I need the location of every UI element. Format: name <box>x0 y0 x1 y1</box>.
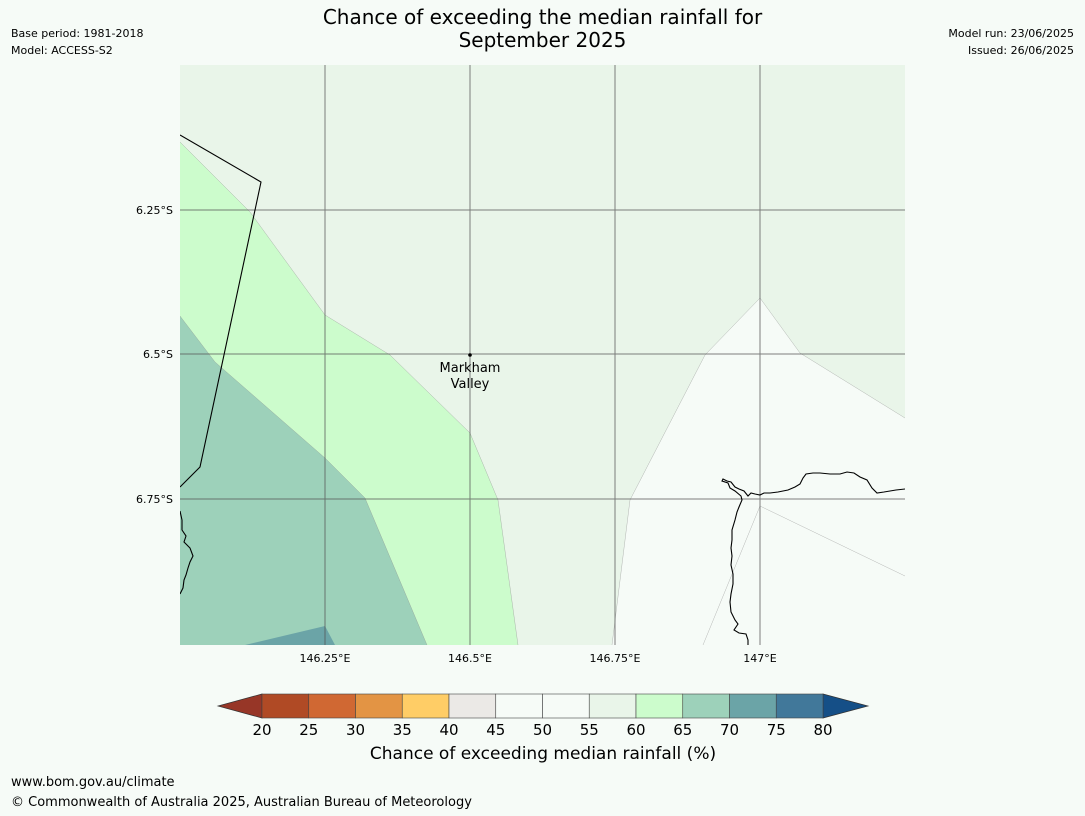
colorbar-segment <box>729 693 777 719</box>
colorbar-tick-label: 60 <box>626 721 645 739</box>
map-title: Chance of exceeding the median rainfall … <box>240 6 845 52</box>
colorbar-tick-label: 35 <box>393 721 412 739</box>
colorbar-segment <box>401 693 450 719</box>
longitude-labels: 146.25°E 146.5°E 146.75°E 147°E <box>300 652 777 665</box>
title-line-2: September 2025 <box>458 28 627 52</box>
forecast-map: Markham Valley <box>180 65 905 645</box>
colorbar-legend: 20 25 30 35 40 45 50 55 60 65 70 75 80 <box>216 693 870 739</box>
colorbar-segment <box>635 693 684 719</box>
lon-label-147: 147°E <box>743 652 776 665</box>
colorbar-segment <box>308 693 356 719</box>
lat-label-6-75: 6.75°S <box>136 493 173 506</box>
colorbar-segment <box>355 693 403 719</box>
colorbar-tick-label: 45 <box>486 721 505 739</box>
graticule <box>180 65 905 645</box>
colorbar-tick-label: 80 <box>813 721 832 739</box>
lon-label-146-25: 146.25°E <box>300 652 351 665</box>
issued-text: Issued: 26/06/2025 <box>967 44 1074 57</box>
title-line-1: Chance of exceeding the median rainfall … <box>322 5 763 29</box>
place-name-line-1: Markham <box>440 361 501 376</box>
colorbar-segment <box>775 693 824 719</box>
coastline-west <box>180 510 194 595</box>
probability-region-65-70 <box>180 316 427 645</box>
colorbar-segment <box>261 693 310 719</box>
colorbar-tick-label: 55 <box>580 721 599 739</box>
colorbar-tick-label: 20 <box>252 721 271 739</box>
colorbar-tick-label: 30 <box>346 721 365 739</box>
metadata-left: Base period: 1981-2018 Model: ACCESS-S2 <box>11 25 143 59</box>
markham-valley-marker: Markham Valley <box>440 353 501 392</box>
legend-title: Chance of exceeding median rainfall (%) <box>369 744 717 764</box>
colorbar-segment <box>448 693 497 719</box>
coastline <box>180 134 905 645</box>
place-name-line-2: Valley <box>451 377 490 392</box>
colorbar-tick-label: 40 <box>439 721 458 739</box>
colorbar-segment <box>542 693 590 719</box>
lat-label-6-5: 6.5°S <box>143 348 173 361</box>
colorbar-extend-low <box>216 693 263 719</box>
colorbar-tick-label: 75 <box>767 721 786 739</box>
lon-label-146-75: 146.75°E <box>590 652 641 665</box>
lat-label-6-25: 6.25°S <box>136 204 173 217</box>
colorbar-tick-label: 65 <box>673 721 692 739</box>
footer-copyright: © Commonwealth of Australia 2025, Austra… <box>11 795 472 810</box>
footer-url[interactable]: www.bom.gov.au/climate <box>11 775 175 790</box>
probability-region-70-75 <box>245 626 335 645</box>
metadata-right: Model run: 23/06/2025 Issued: 26/06/2025 <box>948 25 1074 59</box>
colorbar-tick-label: 25 <box>299 721 318 739</box>
colorbar-extend-high <box>822 693 870 719</box>
border-line <box>180 134 262 488</box>
probability-region-45-50 <box>612 298 905 645</box>
model-run-text: Model run: 23/06/2025 <box>948 27 1074 40</box>
colorbar-tick-label: 50 <box>533 721 552 739</box>
base-period-text: Base period: 1981-2018 <box>11 27 144 40</box>
coastline-east <box>721 471 905 645</box>
colorbar-segment <box>682 693 730 719</box>
latitude-labels: 6.25°S 6.5°S 6.75°S <box>136 204 173 506</box>
colorbar-tick-label: 70 <box>720 721 739 739</box>
location-dot <box>468 353 472 357</box>
lon-label-146-5: 146.5°E <box>448 652 492 665</box>
colorbar-segment <box>588 693 637 719</box>
colorbar-segment <box>495 693 543 719</box>
model-text: Model: ACCESS-S2 <box>11 44 113 57</box>
